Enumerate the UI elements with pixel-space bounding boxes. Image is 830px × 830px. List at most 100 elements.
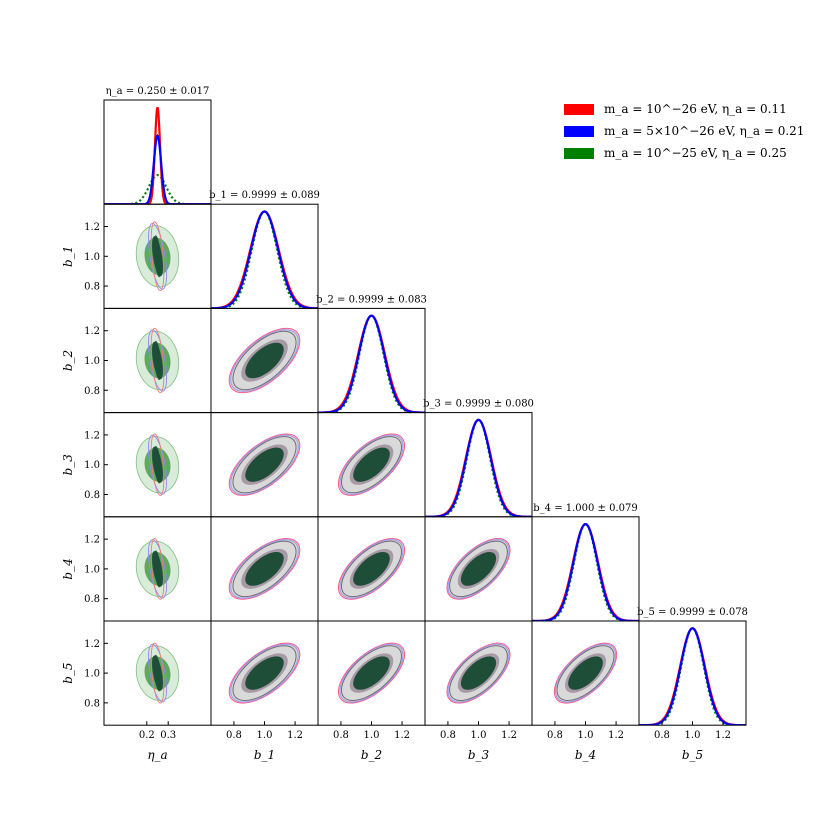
- contour-2sigma-blue-4-2: [339, 539, 404, 599]
- y-tick-label-b_1-1: 1.0: [84, 252, 100, 263]
- x-tick-label-b_1-2: 1.2: [287, 730, 303, 741]
- panel-3-2-content: [337, 433, 406, 496]
- contour-1sigma-5-4: [568, 656, 603, 690]
- contour-2sigma-red-5: [150, 642, 165, 704]
- contour-2sigma-blue-3-1: [230, 434, 299, 495]
- marginal-title-η_a: η_a = 0.250 ± 0.017: [106, 86, 210, 97]
- panel-4-2-content: [337, 538, 406, 600]
- y-tick-label-b_1-2: 1.2: [84, 222, 100, 233]
- density-curve-b_5-series-2: [639, 627, 746, 726]
- panel-5-2-content: [337, 642, 406, 704]
- contour-2sigma-blue-4-3: [447, 539, 510, 599]
- density-curve-b_5-series-1: [639, 627, 746, 726]
- contour-2sigma-red-3: [150, 433, 165, 496]
- panel-5-3-content: [446, 642, 511, 704]
- y-axis-label-b_4: b_4: [61, 558, 75, 579]
- y-tick-label-b_2-0: 0.8: [84, 386, 100, 397]
- x-axis-label-b_3: b_3: [468, 748, 490, 762]
- panel-5-0-content: [135, 642, 180, 704]
- y-tick-label-b_3-1: 1.0: [84, 460, 100, 471]
- panel-2-1-content: [228, 327, 301, 394]
- panel-1-1-content: [211, 210, 318, 309]
- contour-2sigma-green-2-1: [232, 330, 297, 391]
- x-tick-label-b_5-2: 1.2: [715, 730, 731, 741]
- density-curve-b_3-series-1: [425, 418, 532, 517]
- panel-3-0-content: [135, 433, 180, 496]
- density-curve-b_2-series-0: [318, 314, 425, 413]
- y-axis-label-b_3: b_3: [61, 454, 75, 476]
- x-axis-label-b_1: b_1: [254, 748, 275, 762]
- contour-1sigma-red-2: [153, 340, 162, 381]
- density-curve-b_2-series-2: [318, 314, 425, 413]
- density-curve-b_4-series-2: [532, 522, 639, 621]
- contour-2sigma-blue-2-1: [230, 329, 299, 392]
- contour-2sigma-blue-5-2: [339, 643, 404, 703]
- x-tick-label-b_5-0: 0.8: [654, 730, 670, 741]
- density-curve-b_1-series-1: [211, 210, 318, 309]
- panel-4-4-content: [532, 522, 639, 621]
- contour-2sigma-green-4-2: [340, 540, 403, 598]
- density-curve-b_4-series-1: [532, 522, 639, 621]
- y-tick-label-b_5-2: 1.2: [84, 639, 100, 650]
- density-curve-η_a-series-2: [104, 174, 211, 205]
- x-tick-label-b_3-1: 1.0: [471, 730, 487, 741]
- contour-2sigma-green-4-1: [232, 540, 297, 598]
- contour-2sigma-green-5-2: [340, 645, 403, 701]
- density-curve-b_3-series-2: [425, 418, 532, 517]
- legend-swatch-red: [564, 103, 594, 115]
- x-axis-label-b_2: b_2: [361, 748, 382, 762]
- density-curve-b_5-series-0: [639, 627, 746, 726]
- panel-3-3-frame: [424, 412, 533, 518]
- x-axis-label-b_5: b_5: [682, 748, 703, 762]
- contour-2sigma-blue-5-1: [230, 643, 299, 703]
- contour-1sigma-red-5: [153, 654, 162, 692]
- legend: m_a = 10^−26 eV, η_a = 0.11 m_a = 5×10^−…: [564, 98, 804, 164]
- contour-2sigma-green-3-2: [340, 436, 403, 494]
- x-tick-label-b_1-1: 1.0: [257, 730, 273, 741]
- x-tick-label-b_1-0: 0.8: [226, 730, 242, 741]
- legend-item-green: m_a = 10^−25 eV, η_a = 0.25: [564, 142, 794, 164]
- density-curve-b_1-series-2: [211, 210, 318, 309]
- panel-5-4-content: [553, 642, 618, 704]
- contour-1sigma-red-3: [153, 445, 162, 484]
- y-axis-label-b_2: b_2: [61, 350, 75, 371]
- marginal-title-b_4: b_4 = 1.000 ± 0.079: [533, 503, 638, 514]
- density-curve-b_1-series-0: [211, 210, 318, 309]
- legend-item-blue: m_a = 5×10^−26 eV, η_a = 0.21: [564, 120, 804, 142]
- x-tick-label-b_2-1: 1.0: [364, 730, 380, 741]
- x-tick-label-b_4-2: 1.2: [608, 730, 624, 741]
- y-tick-label-b_3-0: 0.8: [84, 490, 100, 501]
- contour-2sigma-blue-5-4: [554, 643, 617, 703]
- marginal-title-b_1: b_1 = 0.9999 ± 0.089: [209, 190, 320, 201]
- contour-1sigma-4-3: [460, 551, 497, 586]
- contour-2sigma-red-4: [150, 538, 165, 600]
- panel-4-3-content: [446, 538, 511, 600]
- y-tick-label-b_5-0: 0.8: [84, 698, 100, 709]
- x-tick-label-b_2-0: 0.8: [333, 730, 349, 741]
- panel-2-0-content: [135, 327, 180, 394]
- contour-1sigma-5-3: [460, 656, 497, 690]
- panel-5-5-frame: [638, 620, 747, 726]
- x-tick-label-η_a-1: 0.3: [160, 730, 176, 741]
- contour-2sigma-red-2: [150, 327, 165, 394]
- panel-5-5-content: [639, 627, 746, 726]
- panel-5-1-content: [228, 642, 301, 704]
- marginal-title-b_2: b_2 = 0.9999 ± 0.083: [316, 294, 427, 305]
- contour-2sigma-blue-4-1: [230, 539, 299, 599]
- x-tick-label-b_4-1: 1.0: [578, 730, 594, 741]
- panel-3-1-content: [228, 433, 301, 496]
- x-tick-label-b_3-2: 1.2: [501, 730, 517, 741]
- contour-2sigma-blue-5-3: [447, 643, 510, 703]
- x-axis-label-η_a: η_a: [147, 748, 167, 762]
- marginal-title-b_3: b_3 = 0.9999 ± 0.080: [423, 399, 534, 410]
- legend-label-blue: m_a = 5×10^−26 eV, η_a = 0.21: [604, 124, 805, 138]
- y-tick-label-b_4-1: 1.0: [84, 564, 100, 575]
- y-axis-label-b_5: b_5: [61, 662, 75, 683]
- y-tick-label-b_4-2: 1.2: [84, 535, 100, 546]
- x-axis-label-b_4: b_4: [575, 748, 596, 762]
- legend-swatch-blue: [564, 125, 594, 137]
- y-tick-label-b_3-2: 1.2: [84, 430, 100, 441]
- contour-1sigma-4-1: [245, 551, 284, 586]
- density-curve-b_2-series-1: [318, 314, 425, 413]
